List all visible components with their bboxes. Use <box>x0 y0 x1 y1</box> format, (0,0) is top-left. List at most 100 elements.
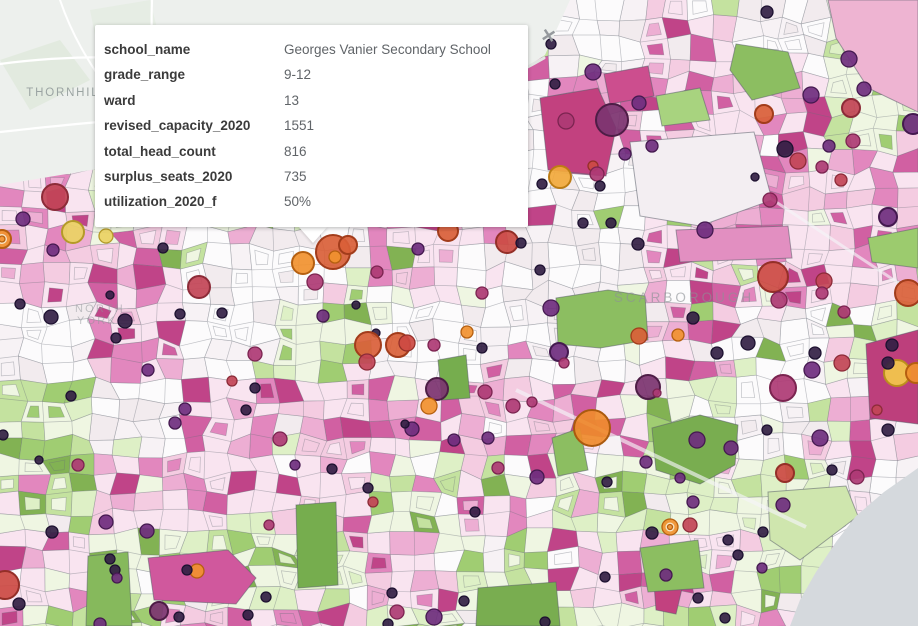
school-marker[interactable] <box>476 342 488 354</box>
school-marker[interactable] <box>871 404 883 416</box>
school-marker[interactable] <box>710 346 724 360</box>
school-marker[interactable] <box>803 361 821 379</box>
school-marker[interactable] <box>247 346 263 362</box>
school-marker[interactable] <box>328 250 342 264</box>
school-marker[interactable] <box>845 133 861 149</box>
school-marker[interactable] <box>894 279 918 307</box>
school-marker[interactable] <box>599 571 611 583</box>
school-marker[interactable] <box>584 63 602 81</box>
school-marker[interactable] <box>139 523 155 539</box>
school-marker[interactable] <box>168 416 182 430</box>
school-marker[interactable] <box>631 95 647 111</box>
school-marker[interactable] <box>45 525 59 539</box>
school-marker[interactable] <box>757 526 769 538</box>
school-marker[interactable] <box>902 113 918 135</box>
school-marker[interactable] <box>802 86 820 104</box>
school-marker[interactable] <box>542 299 560 317</box>
school-marker[interactable] <box>760 5 774 19</box>
school-marker[interactable] <box>362 482 374 494</box>
school-marker[interactable] <box>104 553 116 565</box>
school-marker[interactable] <box>750 172 760 182</box>
school-marker[interactable] <box>370 265 384 279</box>
school-marker[interactable] <box>815 272 833 290</box>
school-marker[interactable] <box>652 388 662 398</box>
school-marker[interactable] <box>594 180 606 192</box>
school-marker[interactable] <box>841 98 861 118</box>
school-marker[interactable] <box>226 375 238 387</box>
school-marker[interactable] <box>630 327 648 345</box>
school-marker[interactable] <box>34 455 44 465</box>
school-marker[interactable] <box>110 332 122 344</box>
school-marker[interactable] <box>740 335 756 351</box>
school-marker[interactable] <box>856 81 872 97</box>
school-marker[interactable] <box>12 597 26 611</box>
school-marker[interactable] <box>149 601 169 621</box>
school-marker[interactable] <box>420 397 438 415</box>
school-marker[interactable] <box>545 38 557 50</box>
school-marker[interactable] <box>173 611 185 623</box>
school-marker[interactable] <box>557 112 575 130</box>
school-marker[interactable] <box>674 472 686 484</box>
school-marker[interactable] <box>757 261 789 293</box>
school-marker[interactable] <box>881 423 895 437</box>
school-marker[interactable] <box>0 235 6 243</box>
school-marker[interactable] <box>263 519 275 531</box>
school-marker[interactable] <box>316 309 330 323</box>
school-marker[interactable] <box>174 308 186 320</box>
school-marker[interactable] <box>367 496 379 508</box>
school-marker[interactable] <box>682 517 698 533</box>
school-marker[interactable] <box>833 354 851 372</box>
school-marker[interactable] <box>505 398 521 414</box>
school-marker[interactable] <box>645 526 659 540</box>
school-marker[interactable] <box>249 382 261 394</box>
school-marker[interactable] <box>776 140 794 158</box>
school-marker[interactable] <box>878 207 898 227</box>
school-marker[interactable] <box>475 286 489 300</box>
school-marker[interactable] <box>460 325 474 339</box>
school-marker[interactable] <box>905 362 918 384</box>
school-marker[interactable] <box>386 587 398 599</box>
school-marker[interactable] <box>885 338 899 352</box>
school-marker[interactable] <box>645 139 659 153</box>
school-marker[interactable] <box>595 103 629 137</box>
school-marker[interactable] <box>240 404 252 416</box>
school-marker[interactable] <box>526 396 538 408</box>
school-marker[interactable] <box>41 183 69 211</box>
school-marker[interactable] <box>481 431 495 445</box>
school-marker[interactable] <box>425 608 443 626</box>
school-marker[interactable] <box>515 237 527 249</box>
school-marker[interactable] <box>326 463 338 475</box>
school-marker[interactable] <box>539 616 551 626</box>
school-marker[interactable] <box>639 455 653 469</box>
school-marker[interactable] <box>881 356 895 370</box>
school-marker[interactable] <box>659 568 673 582</box>
school-marker[interactable] <box>411 242 425 256</box>
school-marker[interactable] <box>815 286 829 300</box>
school-marker[interactable] <box>666 523 674 531</box>
school-marker[interactable] <box>111 572 123 584</box>
school-marker[interactable] <box>351 300 361 310</box>
school-marker[interactable] <box>849 469 865 485</box>
school-marker[interactable] <box>178 402 192 416</box>
school-marker[interactable] <box>272 431 288 447</box>
school-marker[interactable] <box>775 463 795 483</box>
school-marker[interactable] <box>840 50 858 68</box>
school-marker[interactable] <box>458 595 470 607</box>
school-marker[interactable] <box>762 192 778 208</box>
school-marker[interactable] <box>601 476 613 488</box>
school-marker[interactable] <box>216 307 228 319</box>
school-marker[interactable] <box>573 409 611 447</box>
school-marker[interactable] <box>0 429 9 441</box>
school-marker[interactable] <box>696 221 714 239</box>
school-marker[interactable] <box>14 298 26 310</box>
school-marker[interactable] <box>93 617 107 626</box>
school-marker[interactable] <box>382 618 394 626</box>
school-marker[interactable] <box>117 313 133 329</box>
school-marker[interactable] <box>105 290 115 300</box>
school-marker[interactable] <box>577 217 589 229</box>
school-marker[interactable] <box>65 390 77 402</box>
school-marker[interactable] <box>491 461 505 475</box>
school-marker[interactable] <box>811 429 829 447</box>
school-marker[interactable] <box>618 147 632 161</box>
school-marker[interactable] <box>605 217 617 229</box>
